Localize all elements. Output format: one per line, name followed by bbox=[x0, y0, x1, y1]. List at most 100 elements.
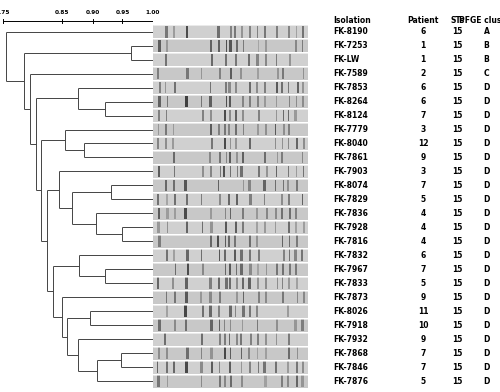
Text: 4: 4 bbox=[420, 223, 426, 232]
Bar bbox=[302, 375, 304, 387]
Bar bbox=[258, 278, 260, 289]
Text: D: D bbox=[484, 237, 490, 246]
Bar bbox=[276, 26, 278, 38]
Bar bbox=[228, 82, 230, 93]
Bar bbox=[158, 347, 160, 359]
Bar bbox=[258, 165, 260, 177]
Bar bbox=[202, 305, 203, 317]
Text: 0.75: 0.75 bbox=[0, 10, 10, 15]
Bar bbox=[152, 179, 308, 192]
Bar bbox=[166, 221, 168, 233]
Bar bbox=[256, 236, 258, 247]
Bar bbox=[302, 221, 305, 233]
Text: D: D bbox=[484, 125, 490, 134]
Text: 7: 7 bbox=[420, 348, 426, 358]
Bar bbox=[174, 263, 176, 275]
Bar bbox=[242, 221, 244, 233]
Bar bbox=[158, 236, 160, 247]
Bar bbox=[219, 375, 221, 387]
Text: D: D bbox=[484, 209, 490, 218]
Text: B: B bbox=[484, 55, 490, 64]
Bar bbox=[230, 347, 231, 359]
Bar bbox=[226, 278, 228, 289]
Bar bbox=[265, 123, 267, 135]
Text: 15: 15 bbox=[452, 55, 463, 64]
Bar bbox=[256, 263, 259, 275]
Bar bbox=[243, 40, 244, 51]
Bar bbox=[172, 278, 174, 289]
Text: 15: 15 bbox=[452, 348, 463, 358]
Bar bbox=[264, 96, 266, 107]
Bar bbox=[264, 194, 266, 205]
Bar bbox=[201, 68, 202, 80]
Bar bbox=[158, 207, 160, 219]
Bar bbox=[248, 180, 250, 191]
Text: A: A bbox=[484, 27, 490, 36]
Text: 15: 15 bbox=[452, 335, 463, 344]
Bar bbox=[210, 110, 212, 122]
Bar bbox=[174, 207, 176, 219]
Bar bbox=[217, 26, 220, 38]
Bar bbox=[218, 305, 220, 317]
Bar bbox=[186, 68, 188, 80]
Bar bbox=[224, 333, 226, 345]
Text: 15: 15 bbox=[452, 167, 463, 176]
Bar bbox=[288, 333, 290, 345]
Text: D: D bbox=[484, 223, 490, 232]
Bar bbox=[202, 165, 204, 177]
Bar bbox=[234, 249, 236, 261]
Text: D: D bbox=[484, 265, 490, 274]
Bar bbox=[282, 180, 284, 191]
Bar bbox=[236, 40, 238, 51]
Bar bbox=[166, 110, 167, 122]
Text: FK-7928: FK-7928 bbox=[334, 223, 368, 232]
Text: 1.00: 1.00 bbox=[146, 10, 160, 15]
Bar bbox=[288, 123, 290, 135]
Bar bbox=[302, 82, 304, 93]
Bar bbox=[297, 347, 298, 359]
Text: 15: 15 bbox=[452, 41, 463, 50]
Bar bbox=[276, 96, 278, 107]
Bar bbox=[185, 319, 187, 331]
Bar bbox=[296, 180, 298, 191]
Bar bbox=[226, 40, 227, 51]
Bar bbox=[276, 82, 278, 93]
Bar bbox=[265, 291, 266, 303]
Bar bbox=[258, 291, 260, 303]
Bar bbox=[258, 68, 259, 80]
Text: D: D bbox=[484, 195, 490, 204]
Bar bbox=[157, 361, 158, 373]
Bar bbox=[164, 333, 166, 345]
Bar bbox=[264, 375, 266, 387]
Bar bbox=[282, 249, 284, 261]
Bar bbox=[303, 138, 305, 149]
Bar bbox=[275, 221, 276, 233]
Text: FK-7861: FK-7861 bbox=[334, 153, 368, 162]
Bar bbox=[234, 305, 236, 317]
Bar bbox=[210, 165, 212, 177]
Bar bbox=[209, 96, 212, 107]
Bar bbox=[202, 221, 203, 233]
Bar bbox=[264, 26, 266, 38]
Bar bbox=[250, 236, 251, 247]
Bar bbox=[230, 26, 232, 38]
Bar bbox=[275, 123, 276, 135]
Bar bbox=[258, 40, 259, 51]
Bar bbox=[256, 26, 258, 38]
Bar bbox=[166, 305, 168, 317]
Bar bbox=[288, 96, 290, 107]
Bar bbox=[276, 110, 277, 122]
Bar bbox=[257, 347, 258, 359]
Bar bbox=[289, 236, 290, 247]
Bar bbox=[219, 361, 220, 373]
Bar bbox=[152, 193, 308, 206]
Bar bbox=[202, 110, 204, 122]
Text: D: D bbox=[484, 251, 490, 260]
Bar bbox=[184, 207, 186, 219]
Text: 0.90: 0.90 bbox=[86, 10, 100, 15]
Bar bbox=[275, 180, 276, 191]
Bar bbox=[250, 82, 252, 93]
Bar bbox=[210, 82, 212, 93]
Bar bbox=[210, 278, 212, 289]
Bar bbox=[152, 347, 308, 360]
